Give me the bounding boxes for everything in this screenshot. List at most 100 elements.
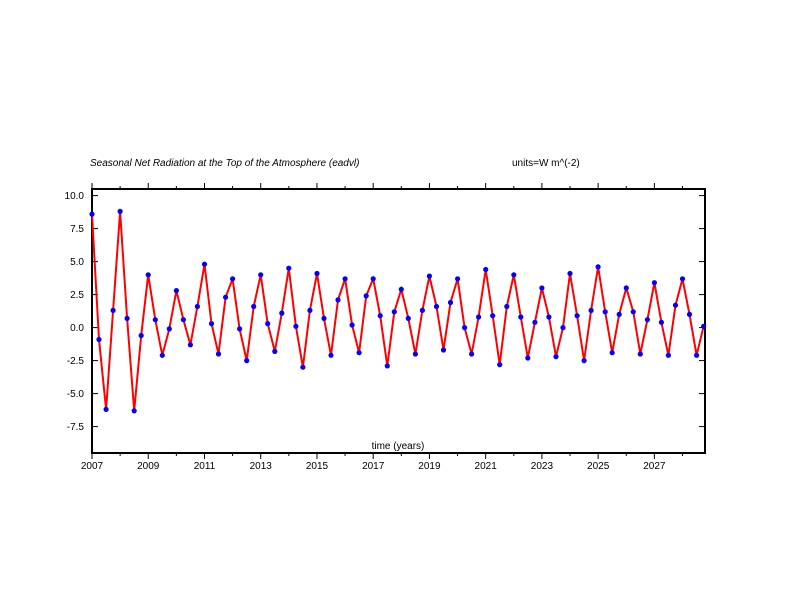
data-point <box>433 303 440 310</box>
data-point <box>419 307 425 313</box>
data-point <box>328 352 334 358</box>
data-point <box>208 321 215 327</box>
data-point <box>349 322 355 328</box>
x-tick-label: 2023 <box>531 461 554 472</box>
y-tick-label: -7.5 <box>67 422 85 433</box>
data-point <box>272 348 278 354</box>
data-point <box>469 351 475 357</box>
data-point <box>658 319 665 325</box>
y-tick-label: -2.5 <box>67 356 85 367</box>
data-point <box>398 286 404 292</box>
data-point <box>293 323 299 329</box>
ticks-group <box>91 183 705 459</box>
data-point <box>159 352 165 358</box>
x-tick-label: 2021 <box>475 461 498 472</box>
plot-frame <box>91 188 706 454</box>
data-point <box>567 270 573 277</box>
data-point <box>588 307 594 313</box>
x-tick-label: 2007 <box>81 461 104 472</box>
data-point <box>609 350 615 356</box>
data-point <box>131 408 137 414</box>
data-point <box>532 319 538 325</box>
data-point <box>230 276 236 282</box>
data-point <box>679 276 686 282</box>
y-tick-label: -5.0 <box>67 389 85 400</box>
data-point <box>215 351 222 357</box>
data-point <box>377 313 383 319</box>
data-point <box>476 314 482 320</box>
x-tick-label: 2013 <box>250 461 273 472</box>
data-point <box>637 351 643 357</box>
data-point <box>145 272 151 278</box>
data-point <box>286 265 292 271</box>
data-point <box>574 313 580 319</box>
y-tick-label: 2.5 <box>70 290 84 301</box>
data-point <box>307 307 313 313</box>
data-point <box>665 352 672 358</box>
data-point <box>187 342 193 348</box>
data-point <box>279 310 285 316</box>
data-point <box>511 272 517 278</box>
y-tick-label: 10.0 <box>65 191 85 202</box>
data-point <box>173 288 179 294</box>
data-point <box>384 363 390 369</box>
units-label: units=W m^(-2) <box>512 158 580 169</box>
data-point <box>553 354 559 360</box>
data-point <box>518 314 524 320</box>
data-point <box>391 309 397 315</box>
data-point <box>89 211 95 217</box>
x-tick-label: 2015 <box>306 461 329 472</box>
data-point <box>166 326 172 332</box>
x-tick-label: 2027 <box>643 461 666 472</box>
data-point <box>356 350 362 356</box>
data-point <box>314 270 320 277</box>
data-point <box>595 264 601 270</box>
data-point <box>201 261 208 267</box>
series-line <box>91 211 705 411</box>
data-point <box>701 323 707 329</box>
data-point <box>581 358 587 364</box>
data-point <box>117 208 123 214</box>
data-point <box>180 317 186 323</box>
data-point <box>258 272 264 278</box>
data-point <box>623 285 629 291</box>
data-point <box>152 317 158 323</box>
x-tick-label: 2011 <box>194 461 216 472</box>
data-point <box>539 285 545 291</box>
data-point <box>483 266 489 273</box>
data-point <box>602 309 608 315</box>
data-point <box>504 303 510 310</box>
data-point <box>405 315 411 321</box>
x-tick-label: 2009 <box>137 461 160 472</box>
data-point <box>462 325 468 331</box>
data-point <box>440 347 447 353</box>
data-point <box>237 326 243 332</box>
data-point <box>110 307 116 313</box>
data-point <box>342 276 348 282</box>
chart-title: Seasonal Net Radiation at the Top of the… <box>90 158 360 169</box>
data-point <box>124 315 130 321</box>
data-point <box>455 276 461 282</box>
x-tick-label: 2017 <box>362 461 385 472</box>
data-point <box>363 293 369 299</box>
y-tick-label: 0.0 <box>70 323 84 334</box>
data-point <box>686 311 693 317</box>
data-point <box>525 355 531 361</box>
data-point <box>244 358 250 364</box>
y-tick-label: 5.0 <box>70 257 84 268</box>
data-point <box>265 321 271 327</box>
data-point <box>138 332 144 339</box>
data-point <box>251 303 257 310</box>
y-tick-label: 7.5 <box>70 224 84 235</box>
data-point <box>412 351 418 357</box>
x-tick-label: 2025 <box>587 461 610 472</box>
data-point <box>426 273 432 279</box>
data-point <box>490 313 496 319</box>
data-point <box>672 302 679 308</box>
data-point <box>447 299 454 306</box>
data-point <box>103 406 109 412</box>
data-point <box>300 364 306 370</box>
data-point <box>616 311 622 317</box>
data-point <box>644 317 651 323</box>
x-axis-label: time (years) <box>372 441 425 452</box>
